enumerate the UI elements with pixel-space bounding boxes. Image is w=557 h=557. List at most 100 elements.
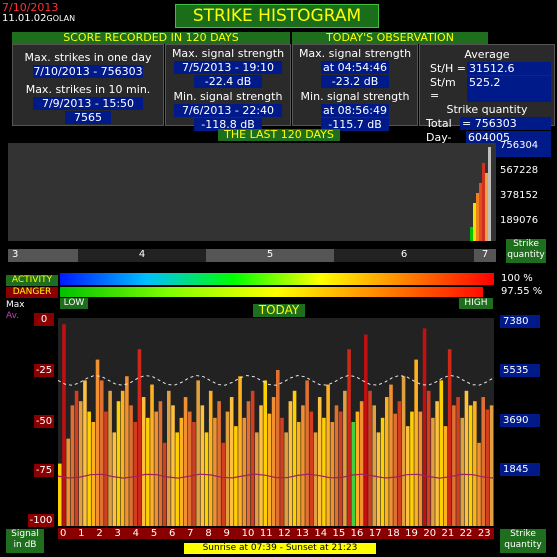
min-sig-value: -118.8 dB xyxy=(194,118,262,131)
activity-label: ACTIVITY xyxy=(6,275,58,286)
avg-label: Average xyxy=(464,48,510,61)
today-min-sig-when: at 08:56:49 xyxy=(321,104,389,117)
today-bar xyxy=(196,380,200,526)
sunset: Sunset at 21:23 xyxy=(285,543,358,553)
today-bars xyxy=(58,324,494,526)
month-6: 6 xyxy=(334,249,474,262)
today-bar xyxy=(217,401,221,526)
hour-label: 11 xyxy=(259,528,273,539)
panel-signal-120: Max. signal strength 7/5/2013 - 19:10 -2… xyxy=(165,44,291,131)
today-bar xyxy=(372,405,377,526)
today-bar xyxy=(380,417,385,526)
hour-label: 1 xyxy=(78,528,85,539)
today-bar xyxy=(309,411,314,526)
today-bar xyxy=(62,324,66,526)
today-chart-heading: TODAY xyxy=(253,304,305,317)
qty-label: Strike quantity xyxy=(446,103,528,116)
panel-average: Average St/H = 31512.6 St/m = 525.2 Stri… xyxy=(419,44,555,157)
today-bar xyxy=(225,411,230,526)
last120-bar xyxy=(482,163,485,241)
today-bar xyxy=(468,405,473,526)
month-7: 7 xyxy=(474,249,496,262)
max-sig-value: -22.4 dB xyxy=(194,75,262,88)
max-legend: Max xyxy=(6,300,25,310)
today-bar xyxy=(192,422,196,526)
today-bar xyxy=(397,401,402,526)
max-line xyxy=(58,374,494,386)
last120-heading: THE LAST 120 DAYS xyxy=(218,129,340,141)
danger-label: DANGER xyxy=(6,287,58,298)
today-bar xyxy=(116,401,121,526)
today-bar xyxy=(477,442,481,526)
today-bar xyxy=(426,390,431,526)
today-bar xyxy=(250,390,255,526)
max-day-value: 7/10/2013 - 756303 xyxy=(33,65,143,78)
today-bar xyxy=(347,349,351,526)
today-bar xyxy=(292,390,297,526)
right-axis-label: Strike quantity xyxy=(500,529,546,553)
today-bar xyxy=(485,409,490,526)
last120-plot xyxy=(8,143,496,241)
today-bar xyxy=(125,376,129,526)
min-sig-when: 7/6/2013 - 22:40 xyxy=(174,104,282,117)
score-heading: SCORE RECORDED IN 120 DAYS xyxy=(12,32,290,44)
today-bar xyxy=(452,405,456,526)
today-bar xyxy=(464,390,469,526)
today-bar xyxy=(418,411,423,526)
today-bar xyxy=(112,432,117,526)
today-bar xyxy=(385,397,389,526)
today-bar xyxy=(431,417,435,526)
today-bar xyxy=(443,426,448,526)
today-bar xyxy=(326,384,330,526)
today-bar xyxy=(422,328,427,526)
today-bar xyxy=(162,442,167,526)
today-bar xyxy=(242,417,247,526)
today-bar xyxy=(489,405,494,526)
stm-value: 525.2 xyxy=(467,76,551,102)
today-bar xyxy=(78,401,83,526)
today-bar xyxy=(473,401,477,526)
today-bar xyxy=(364,334,368,526)
today-bar xyxy=(313,432,318,526)
today-bar xyxy=(305,380,309,526)
today-bar xyxy=(389,384,393,526)
last120-ytick-4: 189076 xyxy=(500,215,539,226)
last120-bar xyxy=(476,193,479,241)
sth-label: St/H = xyxy=(430,62,466,75)
today-bar xyxy=(204,432,209,526)
hour-label: 3 xyxy=(114,528,121,539)
avg-line xyxy=(58,473,494,479)
today-bar xyxy=(133,422,138,526)
today-bar xyxy=(259,405,263,526)
today-bar xyxy=(376,432,381,526)
hour-label: 14 xyxy=(314,528,328,539)
today-bar xyxy=(208,390,213,526)
today-bar xyxy=(355,411,360,526)
danger-bar-remaining xyxy=(483,287,494,297)
today-bar xyxy=(246,401,251,526)
today-bar xyxy=(460,417,465,526)
sun-times: Sunrise at 07:39 - Sunset at 21:23 xyxy=(184,543,376,554)
today-bar xyxy=(401,376,406,526)
today-bar xyxy=(137,349,142,526)
today-bar xyxy=(95,359,100,526)
today-bar xyxy=(58,463,62,526)
today-bar xyxy=(171,405,175,526)
min-sig-label: Min. signal strength xyxy=(173,90,283,103)
today-bar xyxy=(255,432,259,526)
avg-legend: Av. xyxy=(6,311,20,321)
hour-label: 16 xyxy=(350,528,364,539)
today-bar xyxy=(179,417,184,526)
today-bar xyxy=(405,426,410,526)
avg-polyline xyxy=(58,473,494,479)
today-bar xyxy=(238,376,242,526)
today-bar xyxy=(317,397,322,526)
today-bar xyxy=(167,390,171,526)
ytick-0: 0 xyxy=(34,313,54,326)
today-bar xyxy=(66,438,70,526)
danger-bar xyxy=(60,287,494,297)
y2tick-1: 7380 xyxy=(500,315,540,328)
today-bar xyxy=(70,405,75,526)
high-label: HIGH xyxy=(459,298,493,309)
ytick-50: -50 xyxy=(34,415,54,428)
